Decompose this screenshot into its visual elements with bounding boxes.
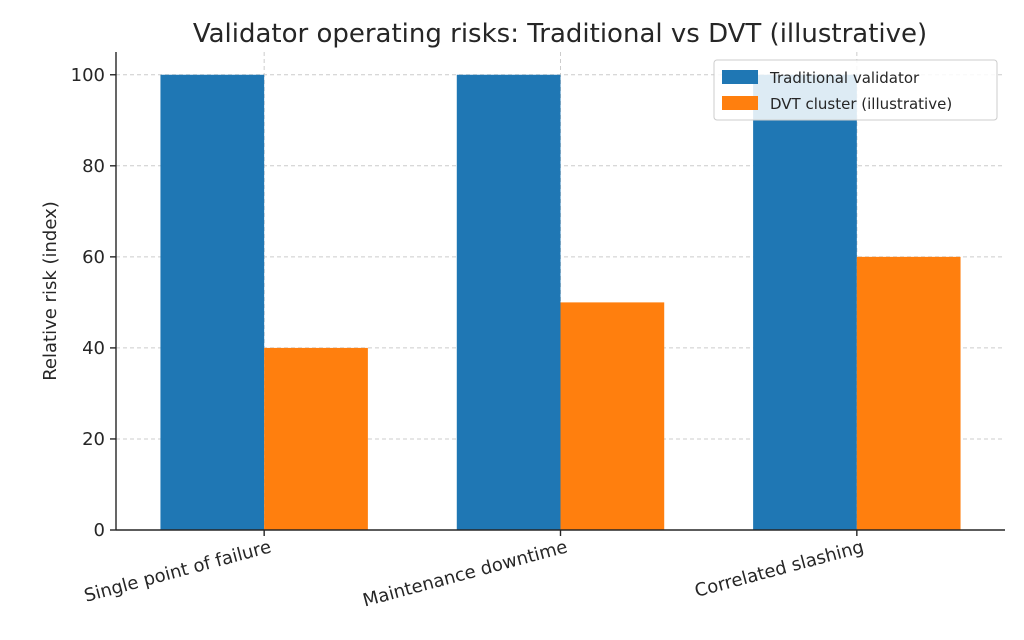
- y-ticks: 0 20 40 60 80 100: [71, 65, 116, 541]
- bars: [160, 74, 961, 530]
- y-tick-label: 0: [94, 520, 105, 541]
- legend-swatch: [722, 70, 758, 84]
- y-tick-label: 80: [82, 156, 105, 177]
- legend-box: [713, 59, 998, 121]
- bar: [456, 74, 561, 530]
- legend-label: Traditional validator: [769, 69, 920, 87]
- x-ticks: Single point of failure Maintenance downt…: [82, 530, 866, 611]
- x-tick-label: Maintenance downtime: [361, 537, 570, 612]
- y-tick-label: 40: [82, 338, 105, 359]
- bar: [856, 256, 961, 530]
- legend: Traditional validator DVT cluster (illust…: [713, 59, 998, 121]
- bar: [560, 302, 665, 530]
- y-tick-label: 20: [82, 429, 105, 450]
- legend-swatch: [722, 96, 758, 110]
- x-tick-label: Correlated slashing: [693, 537, 867, 602]
- y-tick-label: 60: [82, 247, 105, 268]
- y-tick-label: 100: [71, 65, 105, 86]
- y-axis-label: Relative risk (index): [40, 201, 61, 381]
- legend-label: DVT cluster (illustrative): [770, 95, 952, 113]
- bar: [160, 74, 265, 530]
- x-tick-label: Single point of failure: [82, 537, 273, 607]
- bar: [264, 347, 368, 530]
- bar: [753, 74, 857, 530]
- chart-title: Validator operating risks: Traditional v…: [193, 19, 927, 49]
